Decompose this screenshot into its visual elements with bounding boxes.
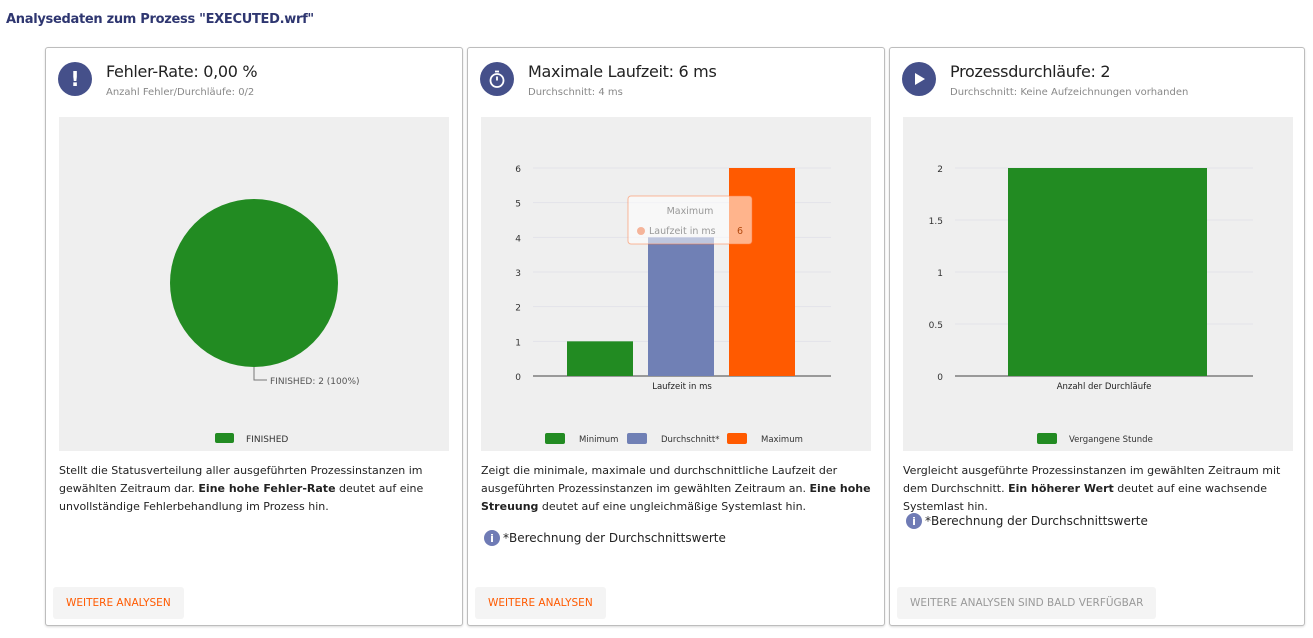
y-tick-label: 2 [937,165,943,175]
further-analyses-button[interactable]: WEITERE ANALYSEN [475,587,606,619]
y-tick-label: 3 [515,269,521,279]
average-calc-note[interactable]: i *Berechnung der Durchschnittswerte [906,513,1148,529]
exclamation-icon: ! [58,62,92,96]
y-tick-label: 0 [515,373,521,383]
bar-durchschnitt[interactable] [648,237,714,376]
card-description: Zeigt die minimale, maximale und durchsc… [481,464,871,513]
card-description: Stellt die Statusverteilung aller ausgef… [59,464,424,513]
card-title: Prozessdurchläufe: 2 [950,62,1111,81]
tooltip-title: Maximum [667,206,714,217]
x-axis-label: Anzahl der Durchläufe [1057,382,1152,392]
status-pie-chart: FINISHED: 2 (100%) FINISHED [59,117,449,451]
card-subtitle: Durchschnitt: 4 ms [528,87,623,98]
further-analyses-button[interactable]: WEITERE ANALYSEN [53,587,184,619]
runtime-bar-chart: 0 1 2 3 4 5 6 Laufzeit in ms Minimum Durchschnitt… [481,117,871,451]
info-icon[interactable]: i [484,530,500,546]
max-runtime-card: Maximale Laufzeit: 6 ms Durchschnitt: 4 … [467,47,885,626]
legend-swatch[interactable] [727,433,747,444]
card-title: Maximale Laufzeit: 6 ms [528,62,717,81]
y-tick-label: 4 [515,234,521,244]
y-tick-label: 2 [515,304,521,314]
y-tick-label: 5 [515,200,521,210]
bar-minimum[interactable] [567,341,633,376]
y-tick-label: 6 [515,165,521,175]
note-link[interactable]: *Berechnung der Durchschnittswerte [503,531,726,545]
legend-label-finished[interactable]: FINISHED [246,435,288,445]
legend-swatch[interactable] [627,433,647,444]
runs-bar-chart: 0 0.5 1 1.5 2 Anzahl der Durchläufe Vergangene… [903,117,1293,451]
tooltip-value: 6 [737,226,743,237]
card-subtitle: Durchschnitt: Keine Aufzeichnungen vorha… [950,87,1189,98]
bar-vergangenestunde[interactable] [1008,168,1207,376]
legend-label[interactable]: Durchschnitt* [661,435,719,445]
error-rate-card: ! Fehler-Rate: 0,00 % Anzahl Fehler/Durc… [45,47,463,626]
card-description: Vergleicht ausgeführte Prozessinstanzen … [903,464,1281,513]
y-tick-label: 0.5 [929,321,943,331]
y-tick-label: 1 [937,269,943,279]
tooltip-marker [637,227,645,235]
legend-label[interactable]: Maximum [761,435,803,445]
pie-slice-finished[interactable] [170,199,338,367]
pie-data-label: FINISHED: 2 (100%) [270,377,360,387]
legend-swatch-finished[interactable] [215,433,234,443]
y-tick-label: 0 [937,373,943,383]
card-subtitle: Anzahl Fehler/Durchläufe: 0/2 [106,87,255,98]
average-calc-note[interactable]: i *Berechnung der Durchschnittswerte [484,530,726,546]
tooltip-label: Laufzeit in ms [649,226,716,237]
y-tick-label: 1.5 [929,217,943,227]
note-link[interactable]: *Berechnung der Durchschnittswerte [925,514,1148,528]
legend-label[interactable]: Vergangene Stunde [1069,435,1153,445]
info-icon[interactable]: i [906,513,922,529]
card-title: Fehler-Rate: 0,00 % [106,62,258,81]
analyses-coming-soon-button: WEITERE ANALYSEN SIND BALD VERFÜGBAR [897,587,1157,619]
process-runs-card: Prozessdurchläufe: 2 Durchschnitt: Keine… [889,47,1305,626]
y-tick-label: 1 [515,338,521,348]
legend-swatch[interactable] [1037,433,1057,444]
legend-swatch[interactable] [545,433,565,444]
stopwatch-icon [480,62,514,96]
page-title: Analysedaten zum Prozess "EXECUTED.wrf" [6,12,314,27]
pie-label-line [253,367,267,381]
play-icon [902,62,936,96]
legend-label[interactable]: Minimum [579,435,618,445]
chart-tooltip [627,195,753,245]
x-axis-label: Laufzeit in ms [652,382,712,392]
